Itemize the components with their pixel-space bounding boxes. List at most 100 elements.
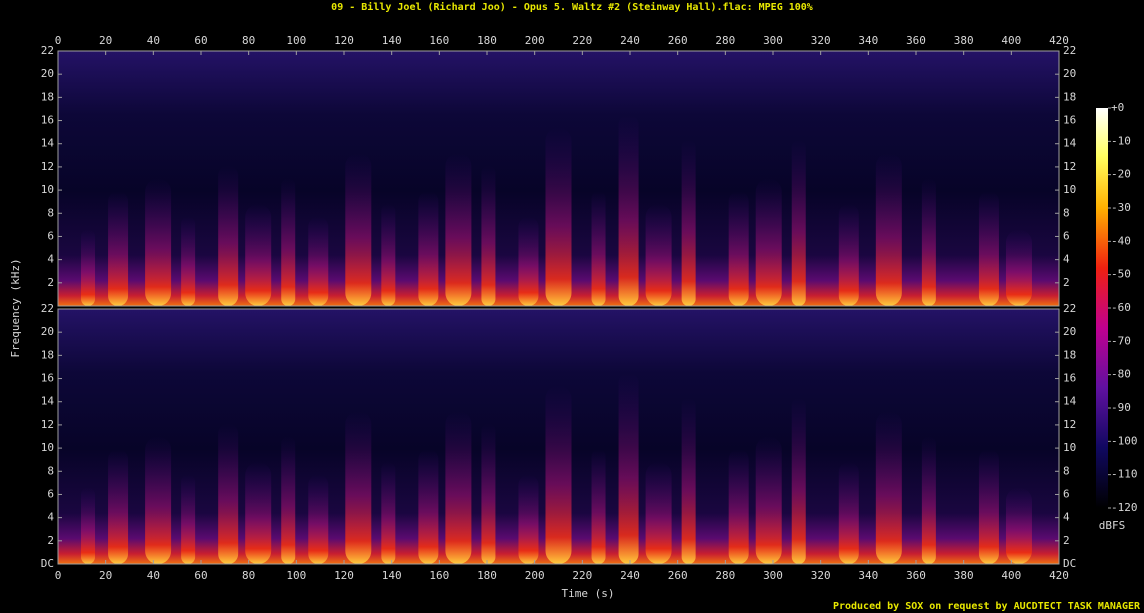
spectral-burst xyxy=(345,153,372,306)
colorbar-tick-label: -80 xyxy=(1111,368,1131,381)
x-tick-label: 140 xyxy=(382,34,402,47)
spectral-burst xyxy=(281,178,296,306)
spectral-burst xyxy=(181,474,196,564)
x-tick-label: 80 xyxy=(242,569,255,582)
y-tick-label: 2 xyxy=(47,534,54,547)
x-tick-label: 240 xyxy=(620,34,640,47)
x-tick-label: 420 xyxy=(1049,569,1069,582)
y-tick-label: 4 xyxy=(1063,511,1070,524)
colorbar-tick-label: +0 xyxy=(1111,101,1124,114)
x-tick-label: 400 xyxy=(1001,34,1021,47)
x-tick-label: 0 xyxy=(55,34,62,47)
y-tick-label: 12 xyxy=(1063,160,1076,173)
spectral-burst xyxy=(308,216,329,306)
x-tick-label: 0 xyxy=(55,569,62,582)
spectral-burst xyxy=(418,449,439,564)
y-tick-label: 20 xyxy=(41,325,54,338)
spectral-burst xyxy=(921,436,936,564)
spectral-burst xyxy=(838,462,859,564)
x-tick-label: 140 xyxy=(382,569,402,582)
spectral-burst xyxy=(1005,229,1032,306)
spectral-burst xyxy=(481,423,496,564)
spectral-burst xyxy=(755,178,782,306)
spectral-burst xyxy=(308,474,329,564)
y-tick-label: 8 xyxy=(47,464,54,477)
x-tick-label: 420 xyxy=(1049,34,1069,47)
colorbar-tick-label: -70 xyxy=(1111,334,1131,347)
spectral-burst xyxy=(545,127,572,306)
y-tick-label: 22 xyxy=(1063,302,1076,315)
y-tick-label: 18 xyxy=(1063,348,1076,361)
y-tick-label: 18 xyxy=(1063,90,1076,103)
x-tick-label: 20 xyxy=(99,34,112,47)
y-tick-label: 8 xyxy=(1063,206,1070,219)
colorbar-tick-label: -10 xyxy=(1111,134,1131,147)
colorbar-tick-label: -100 xyxy=(1111,434,1138,447)
spectral-burst xyxy=(645,462,672,564)
spectral-burst xyxy=(728,449,749,564)
x-tick-label: 220 xyxy=(572,569,592,582)
colorbar-tick-label: -50 xyxy=(1111,268,1131,281)
y-tick-label: 10 xyxy=(1063,183,1076,196)
spectral-burst xyxy=(81,229,96,306)
y-tick-label: 12 xyxy=(1063,418,1076,431)
x-tick-label: 280 xyxy=(715,569,735,582)
spectral-burst xyxy=(145,178,172,306)
x-tick-label: 300 xyxy=(763,569,783,582)
y-tick-label: 16 xyxy=(41,372,54,385)
x-tick-label: 200 xyxy=(525,569,545,582)
footer: Produced by SOX on request by AUCDTECT T… xyxy=(833,601,1141,612)
x-tick-label: 340 xyxy=(858,34,878,47)
x-tick-label: 260 xyxy=(668,569,688,582)
x-tick-label: 300 xyxy=(763,34,783,47)
y-tick-label: 18 xyxy=(41,90,54,103)
spectral-burst xyxy=(218,423,239,564)
x-tick-label: 40 xyxy=(147,34,160,47)
spectral-burst xyxy=(791,398,806,564)
x-tick-label: 380 xyxy=(954,34,974,47)
x-tick-label: 100 xyxy=(286,34,306,47)
y-tick-label: 10 xyxy=(41,441,54,454)
spectral-burst xyxy=(728,191,749,306)
spectral-burst xyxy=(81,487,96,564)
y-tick-label: 22 xyxy=(41,302,54,315)
y-tick-label: 18 xyxy=(41,348,54,361)
x-tick-label: 20 xyxy=(99,569,112,582)
y-tick-label: 14 xyxy=(41,395,55,408)
spectral-burst xyxy=(381,204,396,306)
x-tick-label: 220 xyxy=(572,34,592,47)
x-tick-label: 120 xyxy=(334,569,354,582)
x-tick-label: 80 xyxy=(242,34,255,47)
colorbar-tick-label: -90 xyxy=(1111,401,1131,414)
y-tick-label: 20 xyxy=(1063,67,1076,80)
y-tick-label: 6 xyxy=(47,229,54,242)
spectral-burst xyxy=(445,411,472,564)
x-tick-label: 260 xyxy=(668,34,688,47)
x-tick-label: 60 xyxy=(194,569,207,582)
x-tick-label: 60 xyxy=(194,34,207,47)
colorbar-tick-label: -110 xyxy=(1111,468,1138,481)
x-tick-label: 120 xyxy=(334,34,354,47)
x-tick-label: 360 xyxy=(906,34,926,47)
y-tick-label: 4 xyxy=(1063,253,1070,266)
chart-title: 09 - Billy Joel (Richard Joo) - Opus 5. … xyxy=(331,1,813,13)
x-tick-label: 320 xyxy=(811,569,831,582)
spectral-burst xyxy=(838,204,859,306)
spectral-burst xyxy=(145,436,172,564)
spectral-burst xyxy=(518,216,539,306)
y-tick-label: 2 xyxy=(1063,276,1070,289)
y-tick-label: 22 xyxy=(1063,44,1076,57)
x-tick-label: 200 xyxy=(525,34,545,47)
spectral-burst xyxy=(618,114,639,306)
colorbar-tick-label: -120 xyxy=(1111,501,1138,514)
y-tick-label: 4 xyxy=(47,253,54,266)
spectral-burst xyxy=(181,216,196,306)
y-tick-label: 22 xyxy=(41,44,54,57)
y-tick-label: 14 xyxy=(41,137,55,150)
y-tick-label: 6 xyxy=(1063,229,1070,242)
y-tick-label: 14 xyxy=(1063,395,1077,408)
y-tick-label: 20 xyxy=(1063,325,1076,338)
colorbar-label: dBFS xyxy=(1099,519,1126,532)
colorbar-tick-label: -30 xyxy=(1111,201,1131,214)
